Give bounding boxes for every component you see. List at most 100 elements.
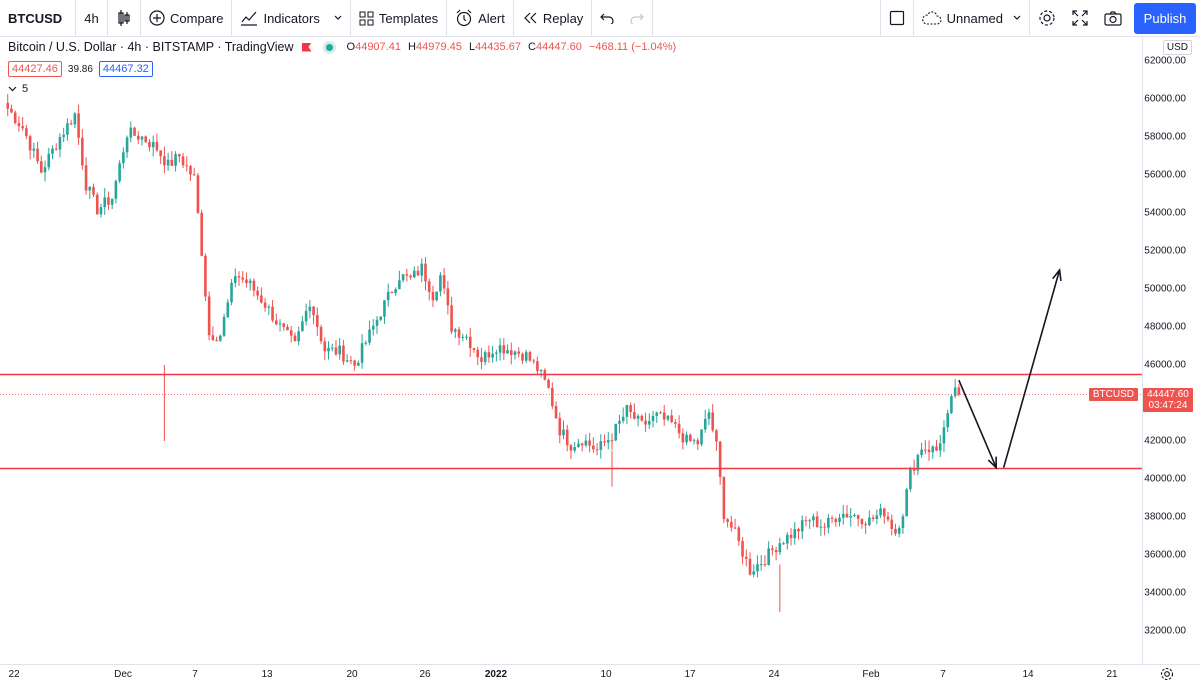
candle-body [260,295,263,303]
symbol-search-button[interactable]: BTCUSD [0,0,76,37]
undo-button[interactable] [592,0,622,37]
candle-body [860,518,864,525]
snapshot-button[interactable] [1096,0,1130,37]
candle-body [233,276,237,283]
candle-body [584,440,588,446]
top-toolbar: BTCUSD 4h Compare Indicators Templates A… [0,0,1200,37]
countdown-value: 03:47:24 [1148,400,1188,411]
time-tick-label: 22 [8,669,20,680]
sell-price-button[interactable]: 44427.46 [8,61,62,77]
candle-body [178,154,181,157]
flag-icon[interactable] [301,42,312,52]
arrow-head [1052,268,1062,282]
candle-body [487,352,491,358]
candle-body [741,541,744,557]
ohlc-values: O44907.41 H44979.45 L44435.67 C44447.60 … [347,41,681,53]
candle-body [554,406,558,419]
price-tick-label: 38000.00 [1144,511,1186,523]
candle-body [763,564,767,566]
candle-body [442,275,446,289]
candle-body [450,305,453,332]
candle-body [532,360,535,362]
candle-body [323,341,327,352]
candle-body [916,455,920,471]
candle-body [308,306,312,312]
candle-body [43,167,47,173]
candle-body [610,440,614,442]
candle-body [614,423,618,441]
candle-body [595,449,599,451]
candle-body [536,361,539,371]
candle-body [166,159,170,166]
candle-body [711,412,714,431]
candle-body [752,571,756,575]
candle-body [357,362,360,366]
candle-body [379,316,383,320]
candle-body [927,449,931,453]
buy-price-button[interactable]: 44467.32 [98,61,153,77]
candle-body [319,326,323,342]
candle-body [551,387,554,407]
indicators-toggle[interactable]: 5 [8,83,28,95]
interval-button[interactable]: 4h [76,0,108,37]
price-tick-label: 60000.00 [1144,93,1186,105]
candle-body [181,156,185,166]
publish-button[interactable]: Publish [1134,3,1196,34]
time-tick-label: 26 [419,669,431,680]
candle-body [245,279,248,284]
price-tick-label: 40000.00 [1144,473,1186,485]
candle-body [28,136,32,151]
price-chart[interactable] [0,37,1142,664]
save-layout-button[interactable]: Unnamed [914,0,1030,37]
replay-button[interactable]: Replay [514,0,593,37]
candle-body [226,302,230,317]
candle-body [629,405,632,413]
candle-body [248,280,252,284]
candle-body [13,112,17,124]
templates-button[interactable]: Templates [351,0,448,37]
candle-body [267,306,271,308]
candle-body [345,360,349,362]
layout-button[interactable] [879,0,914,37]
indicators-button[interactable]: Indicators [232,0,351,37]
candle-body [580,443,584,446]
candle-body [521,353,524,361]
candle-body [263,302,267,308]
candle-body [707,412,711,419]
candle-body [733,527,737,529]
currency-button[interactable]: USD [1162,40,1192,55]
price-tick-label: 56000.00 [1144,169,1186,181]
candle-body [573,447,576,451]
candle-body [77,113,80,138]
settings-button[interactable] [1030,0,1064,37]
candle-body [457,329,461,338]
candle-body [386,291,390,301]
candle-body [592,445,595,450]
candle-body [237,276,241,278]
time-axis-border [0,664,1200,665]
candle-body [838,517,841,523]
candle-body [905,489,908,517]
candle-body [823,526,826,528]
chart-settings-gear-icon[interactable] [1160,667,1174,681]
candle-body [476,349,480,358]
time-tick-label: Dec [114,669,132,680]
candle-body [644,420,647,425]
redo-button[interactable] [622,0,654,37]
candle-body [599,441,603,450]
chart-style-button[interactable] [108,0,141,37]
alert-button[interactable]: Alert [447,0,514,37]
candle-body [297,331,300,342]
candle-body [506,350,509,354]
candle-body [334,347,338,355]
fullscreen-button[interactable] [1064,0,1096,37]
time-tick-label: 7 [940,669,946,680]
candle-body [912,468,916,471]
candle-body [465,336,468,338]
candle-body [524,352,528,361]
candle-body [256,290,259,296]
candle-body [304,311,308,322]
compare-button[interactable]: Compare [141,0,233,37]
price-tick-label: 34000.00 [1144,587,1186,599]
candle-body [938,443,942,451]
